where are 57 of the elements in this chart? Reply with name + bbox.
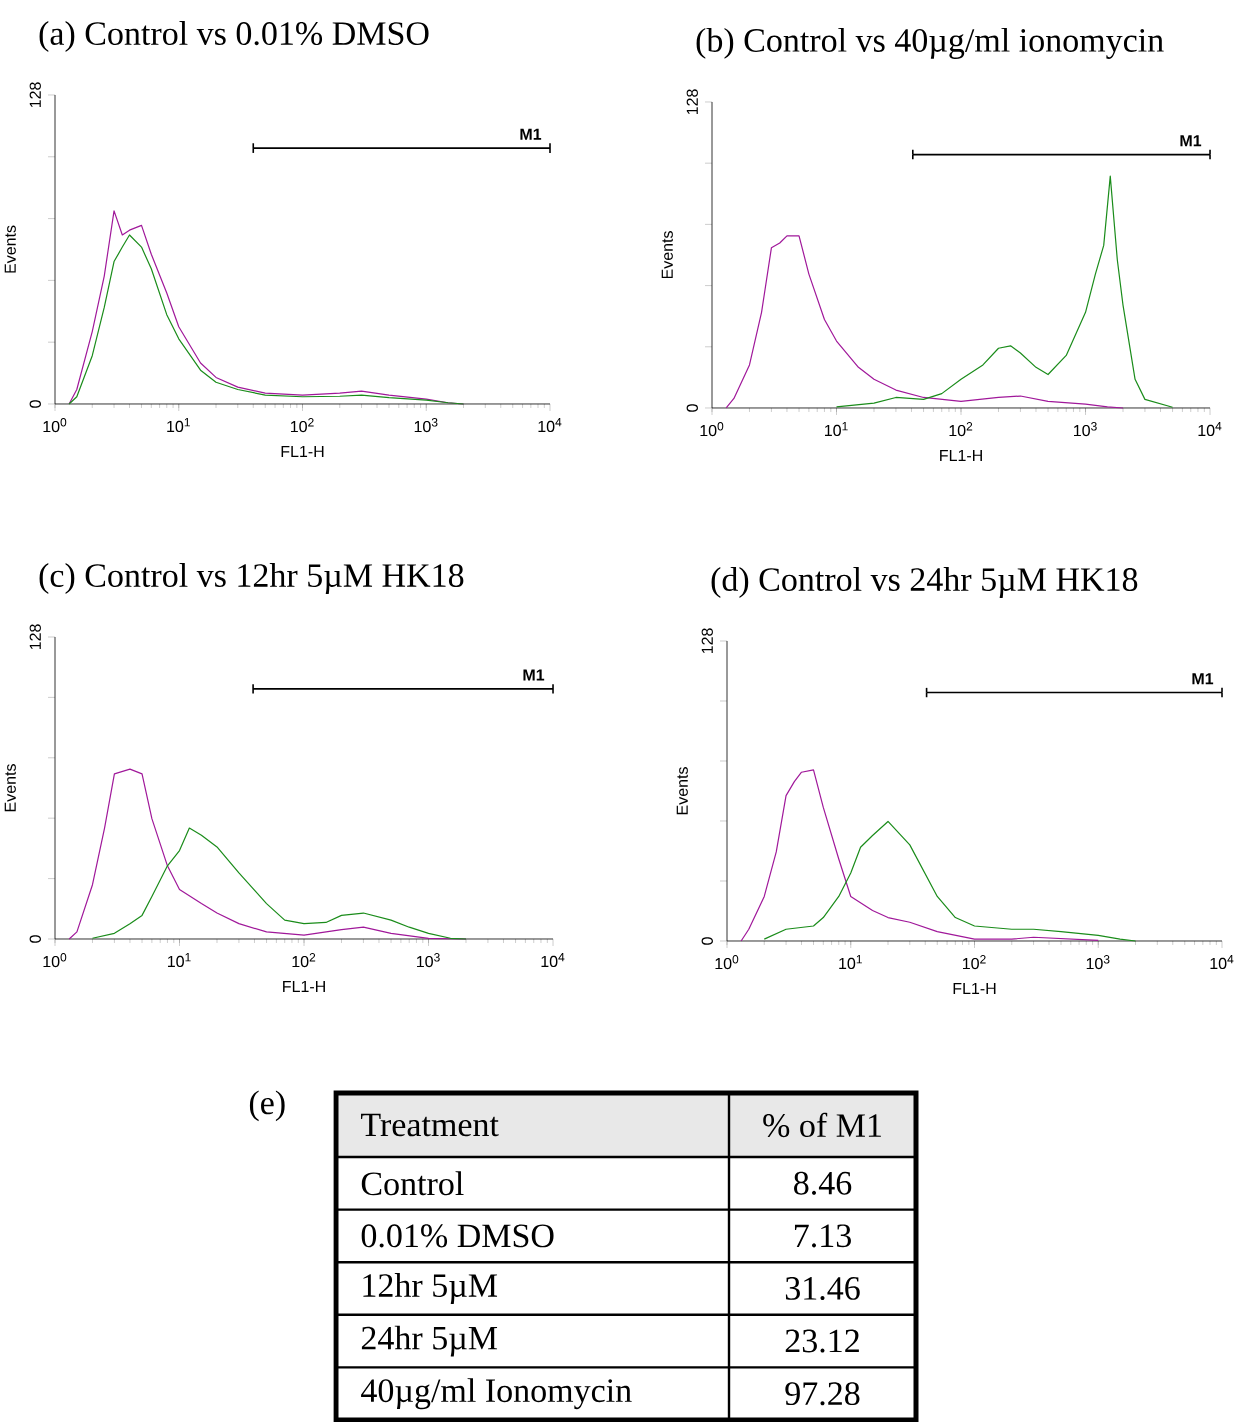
- series-label: M1: [523, 669, 545, 681]
- category-label: 40µg/ml Ionomycin: [361, 1378, 632, 1410]
- x-tick-label: 10$^{3}$: [1074, 422, 1097, 437]
- x-tick-label: 10$^{0}$: [715, 955, 739, 970]
- text: % of M1: [763, 1112, 881, 1138]
- y-tick-label: 128: [29, 82, 41, 108]
- x-tick-label: 10$^{4}$: [541, 953, 565, 968]
- x-tick-label: 10$^{2}$: [290, 418, 314, 433]
- data-label: 7.13: [794, 1224, 851, 1248]
- series-label: M1: [1192, 673, 1214, 685]
- x-tick-label: 10$^{2}$: [949, 422, 973, 437]
- x-tick-label: 10$^{3}$: [417, 953, 440, 968]
- x-tick-label: 10$^{2}$: [292, 953, 316, 968]
- y-tick-label: 0: [701, 937, 713, 945]
- data-label: 97.28: [785, 1382, 860, 1406]
- chart-title: (a) Control vs 0.01% DMSO: [39, 21, 429, 52]
- text: (e): [249, 1090, 285, 1122]
- x-tick-label: 10$^{0}$: [700, 422, 724, 437]
- series-label: M1: [520, 128, 542, 140]
- data-label: 23.12: [785, 1329, 859, 1353]
- category-label: 0.01% DMSO: [361, 1224, 554, 1248]
- x-axis-title: FL1-H: [281, 445, 324, 457]
- series-label: M1: [1180, 135, 1202, 147]
- chart-title: (c) Control vs 12hr 5µM HK18: [39, 563, 464, 594]
- x-tick-label: 10$^{4}$: [538, 418, 562, 433]
- data-label: 8.46: [794, 1171, 852, 1195]
- x-tick-label: 10$^{0}$: [43, 953, 67, 968]
- x-axis-title: FL1-H: [283, 980, 325, 992]
- x-axis-title: FL1-H: [940, 449, 982, 461]
- x-tick-label: 10$^{1}$: [167, 418, 190, 433]
- y-axis-title: Events: [4, 764, 16, 812]
- y-tick-label: 0: [29, 400, 41, 408]
- x-tick-label: 10$^{1}$: [839, 955, 862, 970]
- y-tick-label: 128: [29, 624, 41, 650]
- x-tick-label: 10$^{1}$: [168, 953, 191, 968]
- y-tick-label: 128: [701, 628, 713, 654]
- category-label: Control: [361, 1171, 464, 1196]
- chart-title: (d) Control vs 24hr 5µM HK18: [711, 567, 1138, 598]
- x-tick-label: 10$^{2}$: [963, 955, 986, 970]
- x-tick-label: 10$^{4}$: [1198, 422, 1222, 437]
- y-tick-label: 0: [29, 935, 41, 943]
- x-tick-label: 10$^{1}$: [825, 422, 848, 437]
- x-tick-label: 10$^{3}$: [414, 418, 438, 433]
- y-axis-title: Events: [676, 767, 688, 815]
- category-label: 12hr 5µM: [363, 1273, 498, 1304]
- x-tick-label: 10$^{3}$: [1086, 955, 1110, 970]
- data-label: 31.46: [785, 1276, 860, 1300]
- chart-title: (b) Control vs 40µg/ml ionomycin: [696, 27, 1164, 59]
- y-axis-title: Events: [4, 225, 16, 273]
- category-label: 24hr 5µM: [361, 1325, 498, 1357]
- x-tick-label: 10$^{4}$: [1210, 955, 1234, 970]
- text: Treatment: [361, 1113, 499, 1137]
- y-axis-title: Events: [661, 231, 673, 279]
- x-tick-label: 10$^{0}$: [43, 418, 67, 433]
- y-tick-label: 0: [686, 404, 698, 412]
- y-tick-label: 128: [686, 89, 698, 115]
- x-axis-title: FL1-H: [953, 982, 996, 994]
